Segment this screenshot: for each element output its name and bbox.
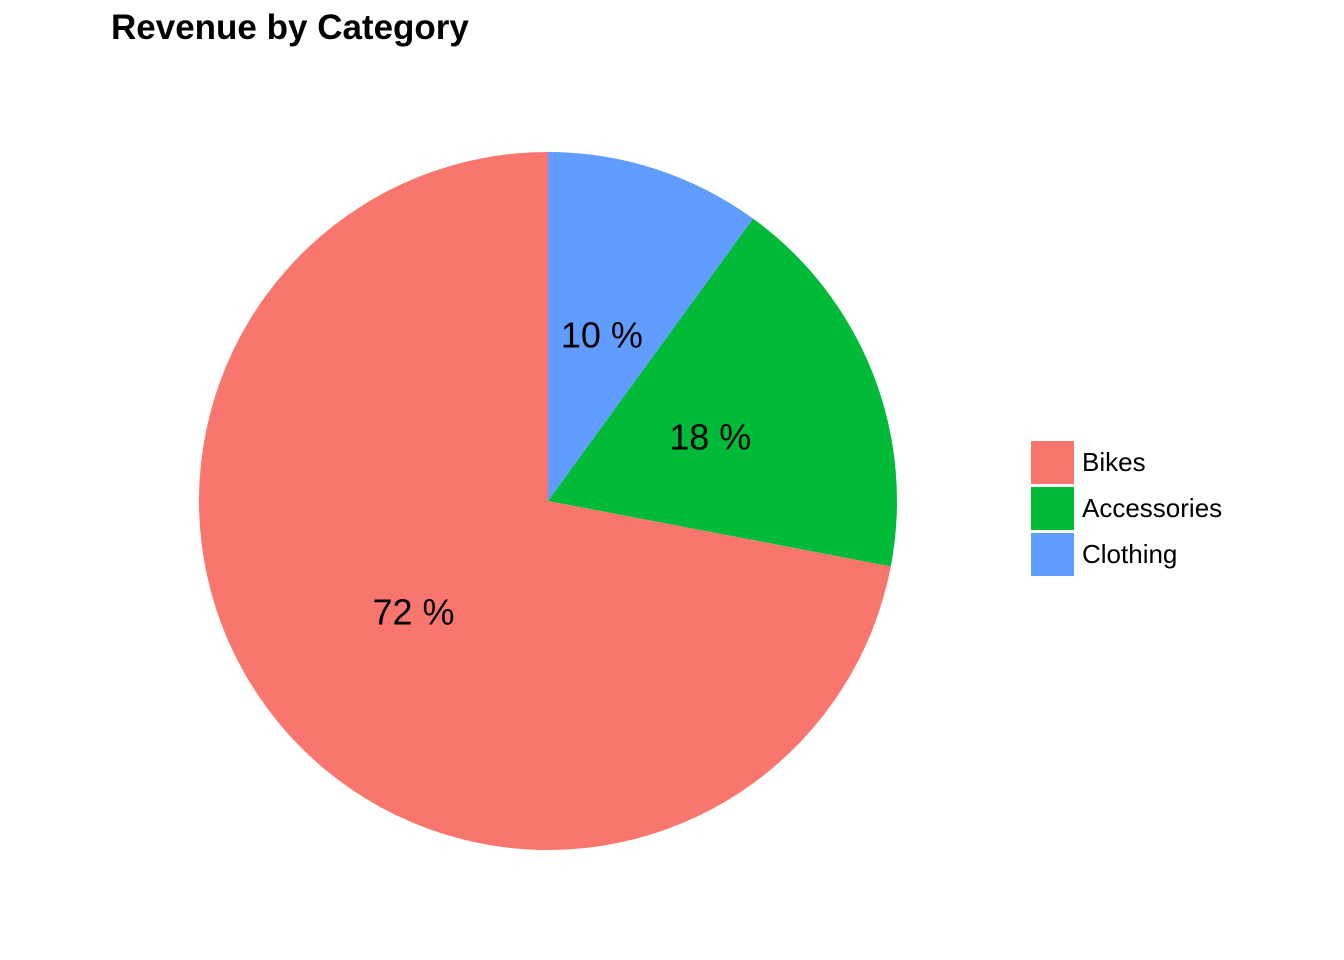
pie-slice-accessories	[548, 218, 898, 567]
legend-label-bikes: Bikes	[1082, 446, 1146, 477]
pie-slice-clothing	[548, 152, 754, 501]
slice-label-clothing: 10 %	[561, 315, 643, 356]
pie-slice-bikes	[198, 152, 891, 850]
slice-label-accessories: 18 %	[669, 416, 751, 457]
legend-item-bikes: Bikes	[1031, 439, 1222, 485]
chart-title: Revenue by Category	[111, 8, 469, 47]
legend-key-clothing	[1031, 532, 1074, 576]
legend: Bikes Accessories Clothing	[1031, 439, 1222, 577]
slice-label-bikes: 72 %	[373, 592, 455, 633]
legend-key-accessories	[1031, 486, 1074, 530]
legend-label-accessories: Accessories	[1082, 492, 1223, 523]
legend-item-clothing: Clothing	[1031, 531, 1222, 577]
legend-key-bikes	[1031, 440, 1074, 484]
legend-item-accessories: Accessories	[1031, 485, 1222, 531]
legend-label-clothing: Clothing	[1082, 538, 1178, 569]
